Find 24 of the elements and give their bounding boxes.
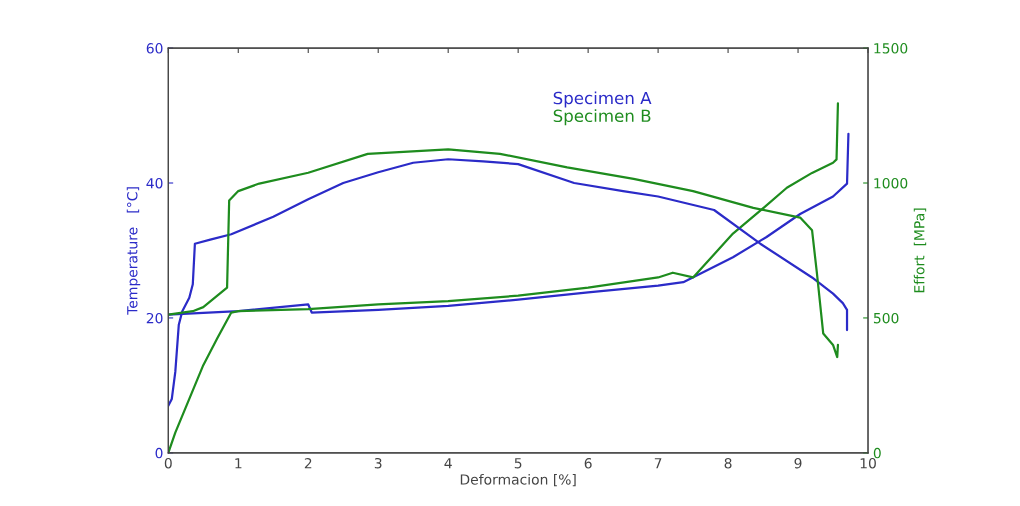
x-tick-label: 3	[374, 457, 382, 469]
x-tick-label: 10	[860, 457, 876, 469]
x-tick-label: 7	[654, 458, 662, 469]
y-tick-label: 60	[146, 43, 163, 54]
x-tick-label: 4	[444, 458, 452, 469]
x-tick-label: 2	[304, 457, 312, 469]
x-tick-label: 5	[514, 458, 522, 469]
x-tick-label: 8	[724, 457, 732, 469]
y2-tick-label: 1000	[874, 177, 908, 189]
y-tick-label: 20	[146, 312, 163, 324]
y2-tick-label: 500	[873, 312, 899, 324]
y-axis-title: Temperature [°C]	[126, 187, 141, 315]
y2-tick-label: 1500	[874, 43, 908, 54]
x-tick-label: 1	[235, 458, 242, 469]
x-axis-title: Deformacion [%]	[460, 473, 576, 487]
y2-axis-title: Effort [MPa]	[913, 208, 927, 293]
y-tick-label: 0	[155, 447, 163, 459]
text: Specimen A	[553, 91, 652, 108]
y-tick-label: 40	[146, 177, 163, 189]
x-tick-label: 0	[164, 457, 172, 469]
y2-tick-label: 0	[873, 447, 881, 459]
text: Specimen B	[553, 109, 651, 126]
x-tick-label: 9	[794, 457, 802, 469]
x-tick-label: 6	[584, 457, 592, 469]
